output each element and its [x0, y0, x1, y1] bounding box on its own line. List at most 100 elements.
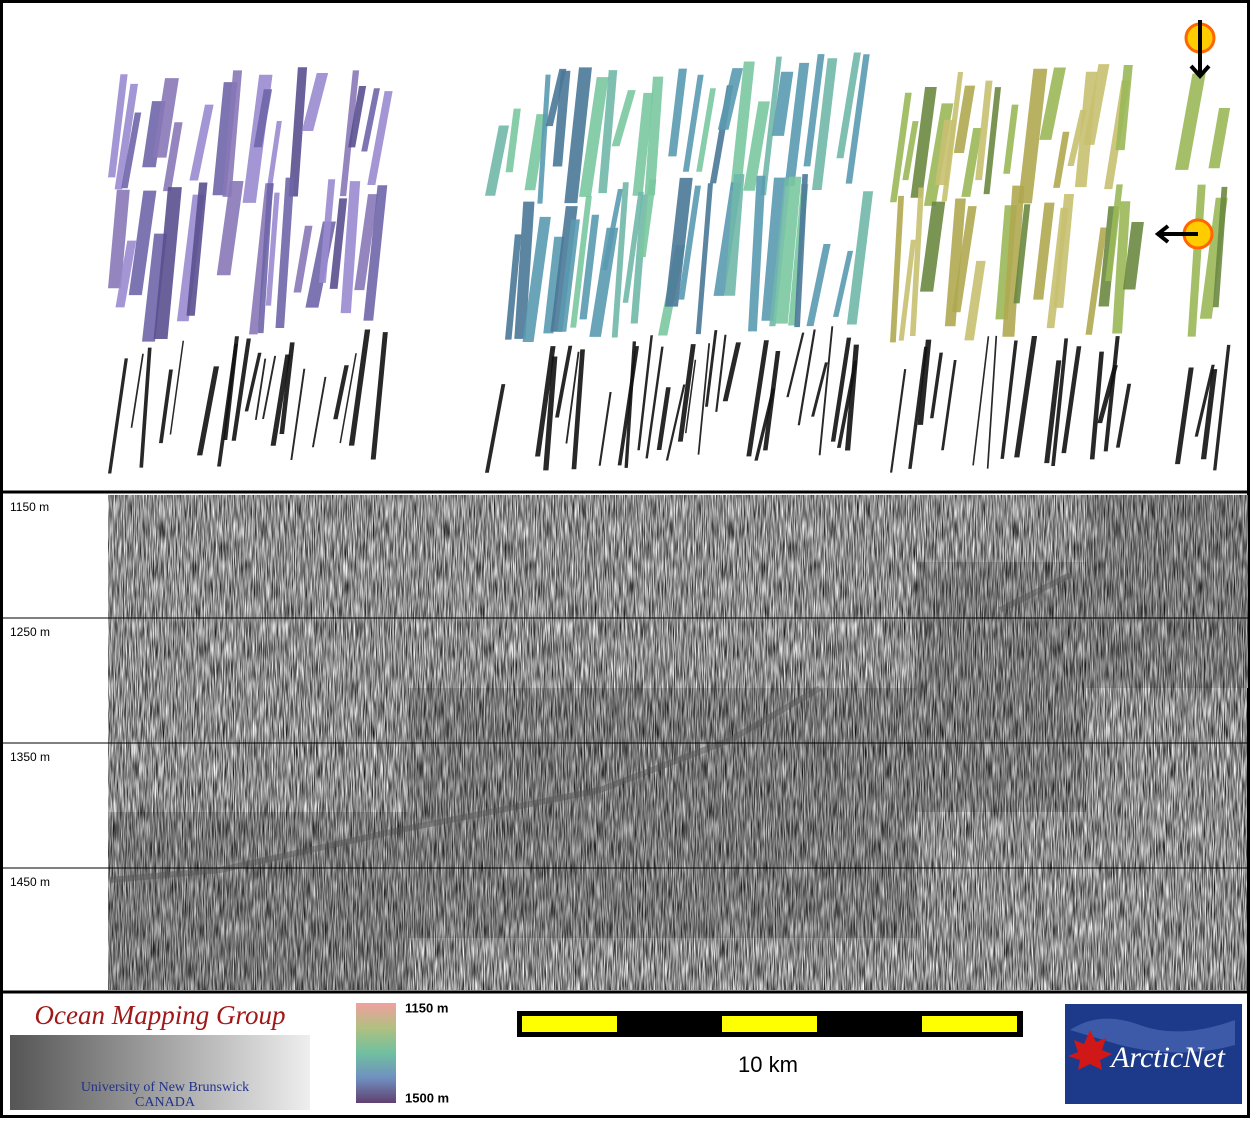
map-shape: [1070, 1018, 1235, 1053]
scale-seg: [922, 1016, 1017, 1032]
swath-strip: [722, 342, 741, 402]
swath-strip: [611, 90, 636, 147]
swath-strip: [293, 225, 313, 293]
omg-title: Ocean Mapping Group: [35, 1000, 286, 1030]
swath-strip: [1194, 364, 1215, 437]
swath-strip: [128, 190, 157, 296]
swath-strip: [644, 76, 664, 196]
swath-strip: [964, 260, 986, 341]
swath-strip: [524, 114, 548, 191]
swath-strip: [624, 341, 637, 468]
swath-strip: [1115, 383, 1132, 448]
swath-strip: [806, 243, 831, 327]
swath-strip: [645, 346, 664, 459]
swath-strip: [262, 355, 277, 420]
swath-strip: [514, 201, 535, 339]
swath-strip: [579, 77, 609, 197]
swath-strip: [108, 74, 128, 178]
swath-strip: [1115, 64, 1133, 151]
swath-strip: [784, 62, 810, 187]
swath-strip: [1103, 336, 1120, 452]
swath-strip: [153, 187, 182, 339]
swath-strip: [571, 349, 585, 470]
swath-strip: [598, 391, 612, 466]
swath-strip: [695, 183, 713, 335]
swath-strip: [637, 335, 653, 451]
swath-strip: [972, 336, 990, 466]
swath-strip: [1089, 351, 1104, 460]
swath-strip: [622, 191, 644, 303]
swath-strip: [579, 214, 600, 320]
swath-strip: [555, 345, 573, 418]
noise-block: [916, 562, 1086, 812]
swath-strip: [196, 366, 220, 456]
swath-strip: [951, 206, 977, 313]
swath-strip: [1105, 184, 1123, 282]
swath-strip: [724, 174, 745, 296]
swath-strip: [902, 121, 919, 181]
swath-strip: [1112, 201, 1131, 334]
swath-strip: [705, 330, 718, 407]
depth-label: 1450 m: [10, 875, 50, 889]
swath-strip: [684, 359, 697, 434]
swath-strip: [1061, 346, 1082, 454]
swath-strip: [1000, 340, 1018, 459]
swath-strip: [1123, 222, 1144, 290]
swath-strip: [114, 83, 139, 190]
swath-strip: [836, 52, 861, 159]
swath-strip: [339, 353, 357, 444]
swath-strip: [265, 121, 282, 200]
swath-strip: [1175, 73, 1206, 170]
swath-strip: [130, 353, 144, 428]
swath-strip: [677, 344, 696, 442]
swath-strip: [485, 125, 510, 196]
swath-strip: [601, 188, 624, 271]
swath-panel: [108, 20, 1231, 474]
depth-label: 1350 m: [10, 750, 50, 764]
swath-strip: [890, 195, 905, 343]
swath-strip: [656, 387, 671, 451]
swath-strip: [664, 177, 693, 307]
swath-strip: [697, 343, 711, 455]
swath-strip: [682, 74, 704, 172]
swath-strip: [505, 108, 521, 173]
swath-strip: [1175, 367, 1194, 465]
swath-strip: [1002, 185, 1025, 337]
swath-strip: [522, 216, 551, 342]
direction-arrow: [1189, 20, 1211, 79]
swath-strip: [311, 376, 327, 448]
swath-strip: [761, 177, 787, 321]
swath-strip: [290, 368, 306, 461]
swath-strip: [919, 201, 946, 292]
swath-strip: [115, 240, 137, 308]
swath-strip: [169, 340, 185, 435]
swath-strip: [257, 183, 274, 334]
swath-strip: [833, 250, 854, 317]
swath-strip: [363, 185, 388, 321]
swath-strip: [890, 92, 912, 203]
swath-strip: [254, 358, 267, 420]
swath-strip: [348, 85, 367, 148]
swath-strip: [611, 182, 629, 338]
swath-strip: [535, 346, 556, 457]
swath-strip: [275, 177, 295, 329]
swath-strip: [986, 335, 998, 469]
swath-strip: [678, 185, 701, 300]
swath-strip: [953, 85, 976, 153]
swath-strip: [743, 101, 770, 191]
swath-strip: [668, 68, 687, 157]
seafloor-echo: [109, 572, 1072, 883]
scale-label: 10 km: [738, 1052, 798, 1077]
swath-strip: [361, 88, 380, 152]
swath-strip: [108, 189, 130, 289]
swath-strip: [318, 179, 336, 283]
swath-strip: [354, 194, 378, 291]
omg-university: University of New Brunswick: [81, 1080, 249, 1095]
swath-strip: [1017, 68, 1048, 204]
swath-strip: [910, 87, 937, 198]
swath-strip: [370, 332, 388, 460]
swath-strip: [367, 91, 393, 186]
swath-strip: [339, 70, 360, 197]
swath-strip: [811, 58, 838, 190]
swath-strip: [589, 227, 619, 337]
